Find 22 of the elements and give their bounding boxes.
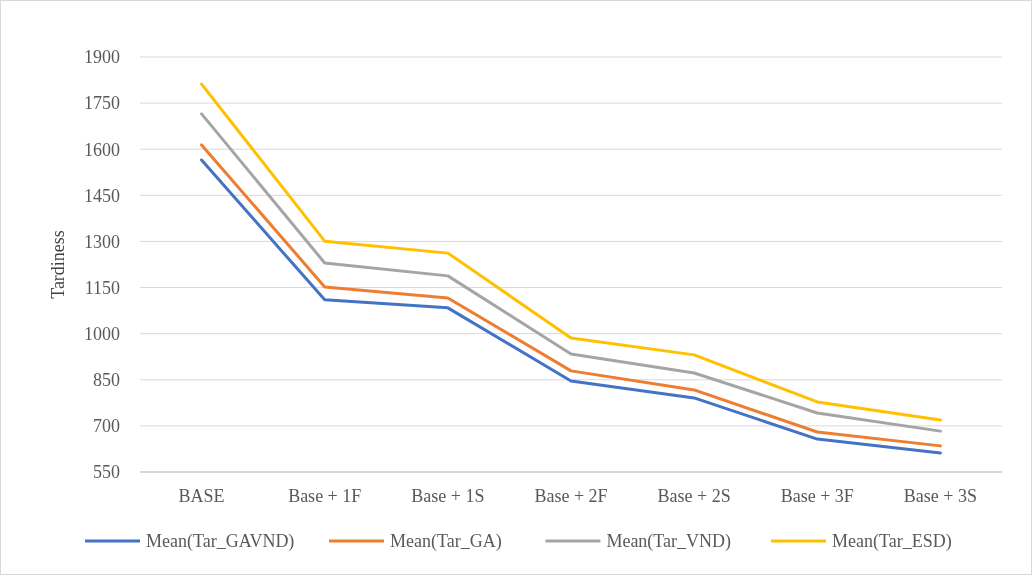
- legend-label: Mean(Tar_VND): [606, 531, 732, 552]
- y-tick-label: 1600: [84, 139, 120, 160]
- y-tick-label: 850: [93, 370, 120, 391]
- y-tick-label: 1900: [84, 47, 120, 68]
- y-tick-label: 1000: [84, 323, 120, 344]
- x-tick-label: Base + 1S: [411, 486, 485, 506]
- x-tick-label: Base + 3F: [780, 486, 854, 506]
- y-tick-label: 1150: [84, 277, 120, 298]
- x-tick-label: Base + 1F: [288, 486, 362, 506]
- y-tick-label: 1300: [84, 231, 120, 252]
- y-axis-title: Tardiness: [48, 230, 68, 299]
- x-tick-label: BASE: [178, 486, 225, 506]
- y-tick-label: 1450: [84, 185, 120, 206]
- y-tick-label: 550: [93, 462, 120, 483]
- y-tick-label: 1750: [84, 93, 120, 114]
- x-tick-label: Base + 2S: [657, 486, 731, 506]
- legend-label: Mean(Tar_ESD): [832, 531, 952, 552]
- x-tick-label: Base + 3S: [903, 486, 978, 506]
- legend-label: Mean(Tar_GAVND): [146, 531, 295, 552]
- x-tick-label: Base + 2F: [534, 486, 608, 506]
- legend-label: Mean(Tar_GA): [390, 531, 502, 552]
- y-tick-label: 700: [93, 416, 120, 437]
